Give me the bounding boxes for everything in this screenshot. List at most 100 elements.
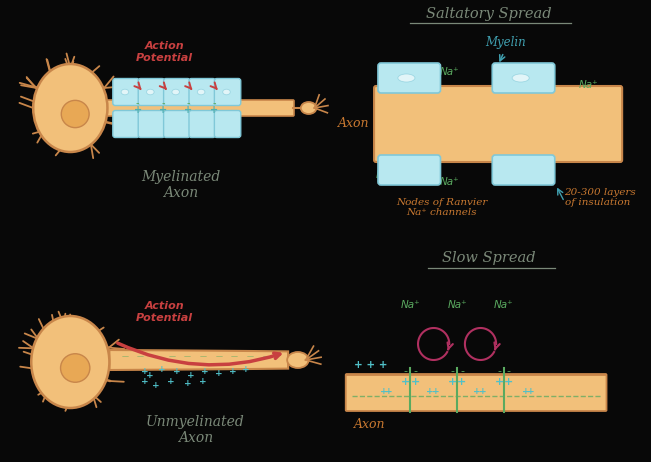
Text: Slow Spread: Slow Spread bbox=[441, 251, 535, 265]
Ellipse shape bbox=[301, 102, 316, 114]
FancyBboxPatch shape bbox=[113, 79, 139, 105]
Text: Na⁺: Na⁺ bbox=[439, 177, 459, 187]
Text: Action
Potential: Action Potential bbox=[135, 301, 193, 323]
Text: Na⁺: Na⁺ bbox=[579, 80, 599, 90]
Text: -: - bbox=[450, 366, 454, 376]
Text: —: — bbox=[247, 353, 253, 359]
Text: —: — bbox=[200, 353, 206, 359]
Text: +: + bbox=[141, 367, 148, 377]
Text: —: — bbox=[153, 353, 159, 359]
Text: +: + bbox=[184, 379, 191, 389]
Text: +: + bbox=[210, 105, 218, 115]
FancyBboxPatch shape bbox=[492, 63, 555, 93]
Text: +: + bbox=[242, 365, 250, 375]
Ellipse shape bbox=[512, 74, 529, 82]
Ellipse shape bbox=[398, 74, 415, 82]
FancyBboxPatch shape bbox=[113, 110, 139, 138]
Polygon shape bbox=[109, 350, 288, 370]
Text: -: - bbox=[460, 366, 464, 376]
Text: Na⁺: Na⁺ bbox=[400, 300, 420, 310]
Text: +: + bbox=[141, 377, 148, 387]
FancyBboxPatch shape bbox=[378, 63, 441, 93]
Text: -: - bbox=[161, 98, 165, 108]
Text: -: - bbox=[136, 98, 139, 108]
FancyBboxPatch shape bbox=[214, 110, 241, 138]
Ellipse shape bbox=[146, 89, 154, 95]
Text: —: — bbox=[184, 353, 191, 359]
Text: +: + bbox=[411, 377, 420, 387]
Text: -: - bbox=[187, 98, 190, 108]
Text: Na⁺: Na⁺ bbox=[439, 67, 459, 77]
Text: +: + bbox=[380, 388, 387, 396]
Text: +: + bbox=[187, 371, 194, 379]
Text: +: + bbox=[152, 381, 160, 389]
Text: —: — bbox=[169, 353, 175, 359]
Text: +: + bbox=[473, 388, 480, 396]
FancyBboxPatch shape bbox=[378, 155, 441, 185]
Text: +: + bbox=[215, 370, 223, 378]
Text: +: + bbox=[426, 388, 434, 396]
Text: -: - bbox=[404, 366, 408, 376]
FancyBboxPatch shape bbox=[138, 110, 165, 138]
Text: -: - bbox=[507, 366, 511, 376]
Text: +: + bbox=[158, 365, 166, 375]
FancyBboxPatch shape bbox=[492, 155, 555, 185]
Text: +: + bbox=[401, 377, 410, 387]
Ellipse shape bbox=[121, 89, 129, 95]
Text: Action
Potential: Action Potential bbox=[135, 41, 193, 63]
Text: Axon: Axon bbox=[338, 117, 369, 130]
Text: Na⁺: Na⁺ bbox=[376, 170, 396, 180]
Text: +: + bbox=[495, 377, 504, 387]
Text: -: - bbox=[212, 98, 215, 108]
Ellipse shape bbox=[31, 316, 109, 408]
Text: +: + bbox=[167, 377, 174, 387]
Ellipse shape bbox=[287, 352, 309, 368]
FancyBboxPatch shape bbox=[374, 86, 622, 162]
Text: +: + bbox=[432, 388, 439, 396]
Ellipse shape bbox=[61, 100, 89, 128]
Text: Myelin: Myelin bbox=[486, 36, 526, 49]
Text: Na⁺: Na⁺ bbox=[494, 300, 514, 310]
Text: —: — bbox=[122, 353, 128, 359]
Text: +: + bbox=[133, 105, 142, 115]
Text: —: — bbox=[262, 353, 269, 359]
Text: 20-300 layers
of insulation: 20-300 layers of insulation bbox=[564, 188, 636, 207]
Text: +: + bbox=[448, 377, 457, 387]
Text: Saltatory Spread: Saltatory Spread bbox=[426, 7, 551, 21]
Ellipse shape bbox=[33, 64, 107, 152]
Text: +: + bbox=[505, 377, 514, 387]
Text: Na⁺: Na⁺ bbox=[447, 300, 467, 310]
Text: +: + bbox=[199, 377, 207, 387]
Text: +: + bbox=[146, 371, 153, 379]
Text: +: + bbox=[229, 367, 236, 377]
FancyBboxPatch shape bbox=[107, 100, 294, 116]
Text: +: + bbox=[201, 367, 209, 377]
FancyBboxPatch shape bbox=[346, 374, 607, 411]
Text: +: + bbox=[521, 388, 529, 396]
Text: +: + bbox=[458, 377, 467, 387]
Text: +: + bbox=[527, 388, 534, 396]
FancyBboxPatch shape bbox=[189, 79, 215, 105]
Text: +: + bbox=[478, 388, 486, 396]
FancyBboxPatch shape bbox=[214, 79, 241, 105]
FancyBboxPatch shape bbox=[138, 79, 165, 105]
Text: Myelinated
Axon: Myelinated Axon bbox=[141, 170, 220, 200]
Ellipse shape bbox=[172, 89, 180, 95]
Ellipse shape bbox=[197, 89, 205, 95]
Text: +: + bbox=[159, 105, 167, 115]
FancyBboxPatch shape bbox=[163, 79, 190, 105]
FancyBboxPatch shape bbox=[189, 110, 215, 138]
Text: Axon: Axon bbox=[353, 418, 385, 431]
Ellipse shape bbox=[61, 354, 90, 382]
Text: —: — bbox=[215, 353, 222, 359]
Text: Nodes of Ranvier
Na⁺ channels: Nodes of Ranvier Na⁺ channels bbox=[396, 198, 487, 217]
Text: Unmyelinated
Axon: Unmyelinated Axon bbox=[146, 415, 245, 445]
FancyBboxPatch shape bbox=[163, 110, 190, 138]
Text: —: — bbox=[137, 353, 144, 359]
Text: + + +: + + + bbox=[354, 360, 388, 370]
Text: -: - bbox=[413, 366, 417, 376]
Ellipse shape bbox=[223, 89, 230, 95]
Text: +: + bbox=[184, 105, 193, 115]
Text: —: — bbox=[231, 353, 238, 359]
Text: +: + bbox=[173, 367, 180, 377]
